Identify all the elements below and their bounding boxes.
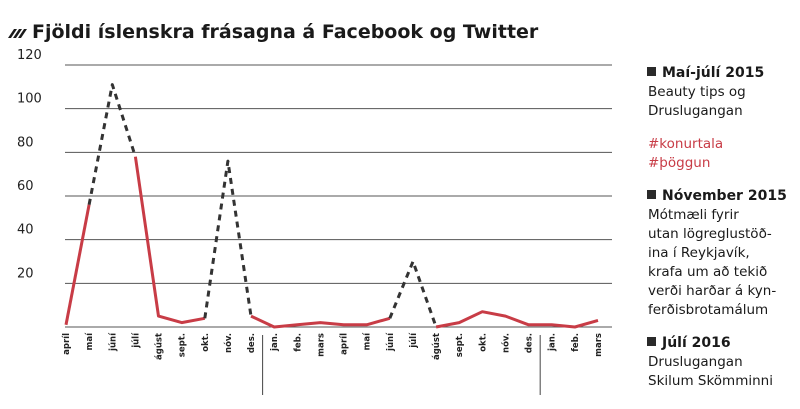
x-tick-label: apríl [340,333,350,355]
year-separators [262,335,541,395]
annotation-heading: Nóvember 2015 [662,188,787,204]
annotation-text: Skilum Skömminni [648,373,773,389]
x-tick-label: feb. [293,333,303,352]
y-axis-ticks: 20 40 60 80 100 120 [17,48,42,281]
x-tick-label: júní [108,332,118,352]
x-tick-label: okt. [478,333,488,352]
x-tick-label: mars [594,333,604,357]
square-bullet-icon [647,190,656,199]
annotation-heading: Maí-júlí 2015 [662,65,764,81]
annotation-text: ferðisbrotamálum [648,302,768,318]
annotation-text: Mótmæli fyrir [648,207,739,223]
y-tick-label: 100 [17,92,42,107]
x-tick-label: nóv. [500,333,511,353]
x-tick-label: júlí [409,332,419,349]
solid-series-segment [250,314,391,329]
solid-series-segment [435,310,599,329]
x-tick-label: ágúst [155,333,165,360]
annotation-heading: Júlí 2016 [661,335,731,351]
annotation-hashtag: #konurtala [648,136,723,152]
x-tick-label: maí [363,332,373,351]
annotation-text: ina í Reykjavík, [648,245,750,261]
annotation-text: Druslugangan [648,103,743,119]
annotation-text: utan lögreglustöð- [648,226,772,242]
x-tick-label: feb. [571,333,581,352]
annotation-text: krafa um að tekið [648,264,767,280]
x-tick-label: jan. [270,333,280,352]
y-tick-label: 80 [17,135,34,150]
solid-series-segment [64,204,91,326]
annotation-text: Beauty tips og [648,84,746,100]
square-bullet-icon [647,67,656,76]
annotation-hashtag: #þöggun [648,155,710,171]
x-tick-label: sept. [178,333,188,357]
x-tick-label: okt. [201,333,211,352]
x-axis-ticks: apríl maí júní júlí ágúst sept. okt. nóv. des. ja… [62,332,604,360]
x-tick-label: ágúst [432,333,442,360]
x-tick-label: mars [316,333,326,357]
x-tick-label: júlí [131,332,141,349]
x-tick-label: maí [85,332,95,351]
x-tick-label: des. [525,333,535,353]
dashed-series-segment [388,260,438,328]
x-tick-label: jan. [548,333,558,352]
annotation-text: Druslugangan [648,354,743,370]
dashed-series-segment [87,83,137,205]
chart-title: Fjöldi íslenskra frásagna á Facebook og … [32,21,539,43]
y-tick-label: 40 [17,223,34,238]
stripes-icon [8,29,27,38]
y-tick-label: 120 [17,48,42,63]
solid-series-segment [133,156,206,325]
x-tick-label: júní [386,332,396,352]
dashed-series-segment [203,159,253,319]
x-tick-label: apríl [62,333,72,355]
y-tick-label: 20 [17,266,34,281]
grid [65,64,612,328]
series-lines [64,83,599,329]
y-tick-label: 60 [17,179,34,194]
x-tick-label: des. [247,333,257,353]
annotations: Maí-júlí 2015 Beauty tips og Druslugangan #… [647,65,787,389]
annotation-text: verði harðar á kyn- [648,283,776,299]
square-bullet-icon [647,337,656,346]
x-tick-label: nóv. [223,333,234,353]
title-block: Fjöldi íslenskra frásagna á Facebook og … [8,21,539,43]
x-tick-label: sept. [455,333,465,357]
